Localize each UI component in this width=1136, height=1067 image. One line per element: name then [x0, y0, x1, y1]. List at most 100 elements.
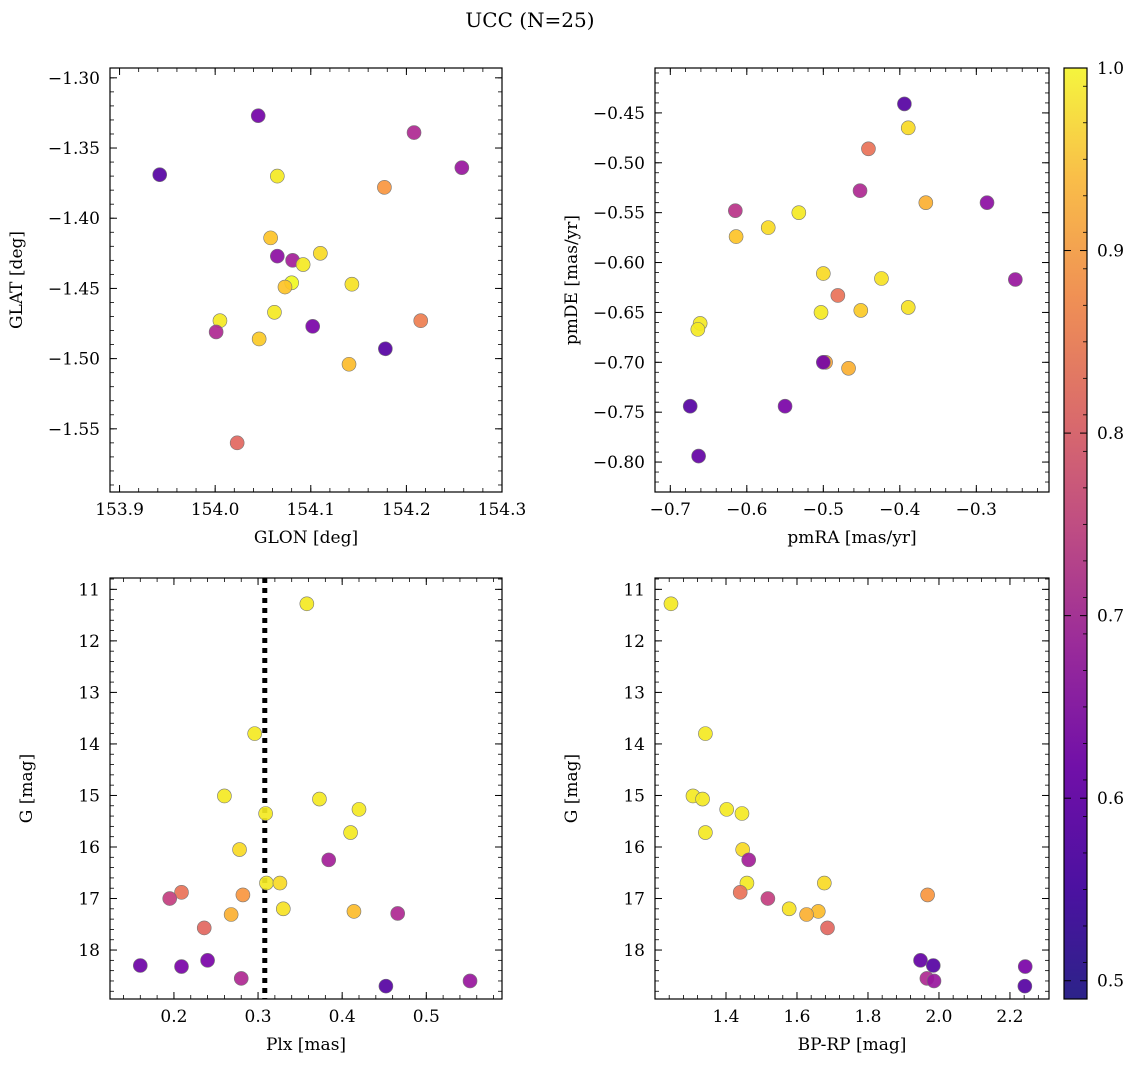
data-point	[196, 920, 212, 936]
data-point	[979, 195, 995, 210]
data-point	[299, 596, 315, 612]
data-point	[918, 195, 934, 210]
y-axis-label: G [mag]	[17, 754, 37, 823]
colorbar-gradient	[1063, 67, 1088, 1000]
x-tick-label: −0.5	[803, 500, 844, 520]
data-point	[728, 203, 743, 218]
data-point	[852, 183, 868, 199]
data-point	[698, 825, 713, 840]
plot-frame-bprp-g	[654, 577, 1050, 1000]
data-point	[760, 891, 776, 906]
data-point	[267, 304, 282, 320]
data-point	[925, 958, 941, 973]
data-point	[830, 288, 846, 303]
y-axis-label: pmDE [mas/yr]	[562, 215, 582, 345]
data-point	[295, 257, 311, 272]
x-tick-label: 1.6	[783, 1007, 810, 1027]
y-tick-label: −0.50	[593, 154, 645, 174]
data-point	[853, 303, 869, 318]
data-point	[152, 167, 168, 183]
plot-frame-plx-g	[109, 577, 503, 1000]
data-point	[390, 906, 405, 921]
data-point	[734, 806, 750, 821]
data-point	[781, 901, 797, 917]
x-tick-label: 1.8	[854, 1007, 881, 1027]
data-point	[813, 305, 829, 320]
data-point	[258, 806, 273, 821]
y-tick-label: 18	[78, 941, 100, 961]
data-point	[275, 901, 291, 917]
data-point	[223, 907, 239, 922]
data-point	[233, 971, 249, 986]
y-tick-label: 13	[623, 683, 645, 703]
x-axis-label: BP-RP [mag]	[798, 1035, 907, 1055]
data-point	[454, 160, 470, 175]
data-point	[321, 852, 337, 868]
y-tick-label: −0.60	[593, 254, 645, 274]
data-point	[462, 973, 478, 989]
data-point	[217, 788, 232, 804]
y-tick-label: 11	[78, 580, 100, 600]
y-tick-label: −1.40	[48, 209, 100, 229]
data-point	[900, 300, 916, 315]
data-point	[346, 904, 362, 919]
data-point	[270, 168, 285, 184]
y-tick-label: 15	[78, 786, 100, 806]
y-tick-label: −0.70	[593, 353, 645, 373]
data-point	[926, 973, 942, 989]
data-point	[760, 220, 776, 235]
data-point	[682, 398, 698, 414]
y-tick-label: −1.30	[48, 69, 100, 89]
data-point	[263, 230, 278, 246]
data-point	[897, 96, 912, 112]
colorbar-tick-label: 0.6	[1097, 789, 1124, 809]
y-tick-label: 16	[623, 838, 645, 858]
data-point	[816, 355, 831, 370]
data-point	[235, 887, 251, 903]
panel-plx-g: 0.2 0.3 0.4 0.5 11 12 13 14 15 16 17 18 Plx [mas] G […	[17, 577, 503, 1055]
data-point	[861, 141, 876, 157]
data-point	[900, 120, 916, 136]
data-point	[1017, 959, 1033, 974]
y-tick-label: 14	[78, 735, 100, 755]
x-tick-label: −0.3	[956, 500, 997, 520]
x-tick-label: 154.1	[286, 500, 335, 520]
data-point	[341, 356, 357, 372]
data-point	[377, 180, 392, 195]
data-point	[247, 726, 262, 741]
x-tick-label: 0.4	[329, 1007, 356, 1027]
data-point	[728, 229, 744, 244]
colorbar-tick-label: 0.5	[1097, 972, 1124, 992]
data-point	[841, 360, 856, 376]
x-tick-label: −0.4	[879, 500, 920, 520]
x-tick-label: −0.6	[726, 500, 767, 520]
data-point	[663, 596, 679, 612]
data-point	[312, 791, 327, 807]
x-tick-label: 0.2	[160, 1007, 187, 1027]
data-point	[251, 331, 267, 347]
colorbar-tick-label: 0.9	[1097, 242, 1124, 262]
y-tick-label: 11	[623, 580, 645, 600]
y-axis-label: G [mag]	[562, 754, 582, 823]
y-tick-label: −1.35	[48, 139, 100, 159]
y-tick-label: −0.65	[593, 303, 645, 323]
data-point	[232, 842, 247, 857]
x-tick-label: 154.0	[191, 500, 240, 520]
x-axis-label: GLON [deg]	[254, 528, 358, 548]
data-point	[732, 885, 748, 900]
data-point	[817, 875, 832, 891]
data-point	[208, 324, 224, 340]
y-tick-label: −0.55	[593, 204, 645, 224]
data-point	[799, 907, 814, 922]
y-tick-label: −0.80	[593, 453, 645, 473]
data-point	[741, 852, 757, 868]
data-point	[913, 953, 928, 968]
data-point	[874, 271, 889, 286]
data-point	[270, 248, 285, 264]
data-point	[777, 398, 793, 414]
x-tick-label: 154.2	[382, 500, 431, 520]
data-point	[174, 885, 189, 900]
colorbar-tick-label: 1.0	[1097, 59, 1124, 79]
data-point	[695, 791, 710, 807]
x-tick-label: 154.3	[478, 500, 527, 520]
